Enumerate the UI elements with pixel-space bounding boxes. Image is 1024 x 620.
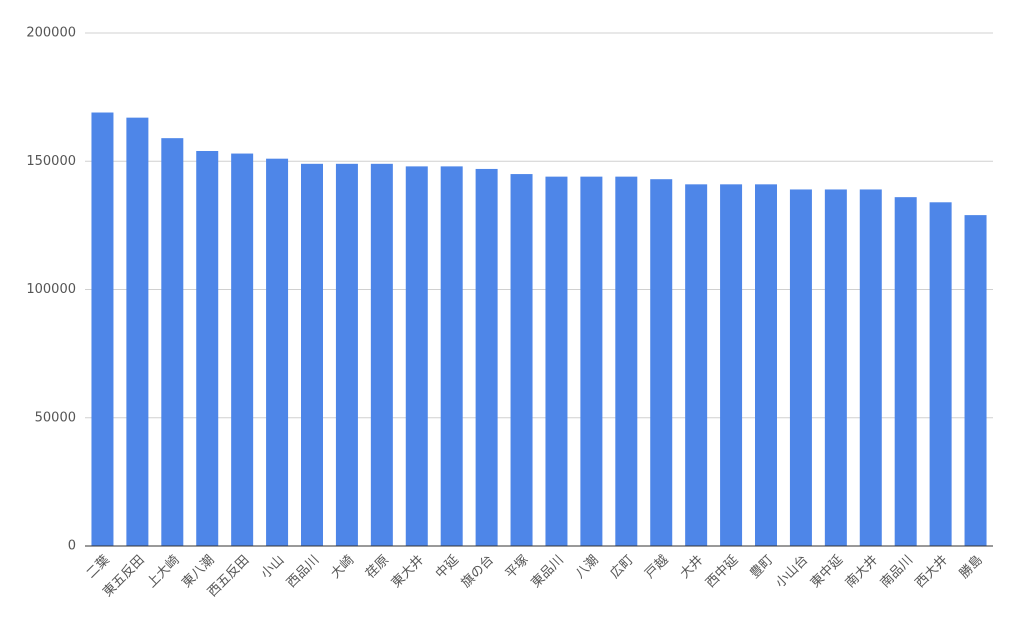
bar — [755, 184, 777, 546]
x-tick-label: 小山台 — [773, 553, 811, 591]
bar — [126, 117, 149, 547]
x-tick-label: 西品川 — [284, 553, 322, 591]
x-tick-label: 南品川 — [877, 552, 916, 591]
x-tick-label: 南大井 — [842, 552, 881, 591]
x-tick-label: 東品川 — [528, 552, 567, 591]
y-tick-label: 0 — [68, 539, 76, 554]
x-tick-label: 西大井 — [913, 553, 951, 591]
bar — [859, 189, 882, 546]
x-tick-label: 二葉 — [84, 553, 113, 582]
bar — [405, 166, 428, 546]
x-tick-label: 豊町 — [747, 553, 776, 582]
y-tick-label: 150000 — [26, 154, 76, 169]
x-tick-label: 小山 — [258, 553, 287, 582]
bar — [824, 189, 847, 546]
bar — [335, 163, 358, 546]
bar — [196, 150, 219, 547]
x-tick-label: 大崎 — [328, 553, 357, 582]
bar — [964, 215, 987, 547]
bar — [510, 174, 533, 546]
y-tick-label: 50000 — [35, 410, 76, 425]
x-tick-label: 旗の台 — [458, 552, 497, 591]
x-tick-label: 西中延 — [703, 553, 741, 591]
bar — [301, 163, 323, 546]
x-tick-label: 大井 — [677, 553, 706, 582]
x-tick-label: 勝島 — [957, 553, 986, 582]
bar — [720, 184, 743, 546]
x-tick-label: 東大井 — [388, 552, 427, 591]
bar — [370, 163, 393, 546]
x-tick-label: 戸越 — [643, 553, 672, 582]
bar — [545, 176, 568, 546]
bar — [685, 184, 708, 546]
x-tick-label: 平塚 — [503, 553, 532, 582]
bar — [231, 153, 254, 546]
y-tick-label: 200000 — [26, 26, 76, 41]
x-tick-label: 荏原 — [363, 553, 392, 582]
bar — [91, 112, 114, 546]
x-tick-label: 広町 — [608, 553, 637, 582]
bar — [615, 176, 638, 546]
bar — [650, 179, 673, 546]
x-tick-label: 東中延 — [807, 552, 846, 591]
bar — [161, 138, 184, 547]
bar — [580, 176, 603, 546]
bar — [266, 158, 289, 546]
bar — [894, 197, 917, 546]
x-tick-label: 上大崎 — [144, 553, 182, 591]
y-tick-label: 100000 — [26, 282, 76, 297]
x-tick-label: 八潮 — [573, 553, 602, 582]
x-tick-label: 中延 — [433, 553, 462, 582]
bar — [789, 189, 812, 546]
bar — [440, 166, 463, 546]
bar — [475, 168, 498, 546]
bar — [929, 202, 952, 547]
